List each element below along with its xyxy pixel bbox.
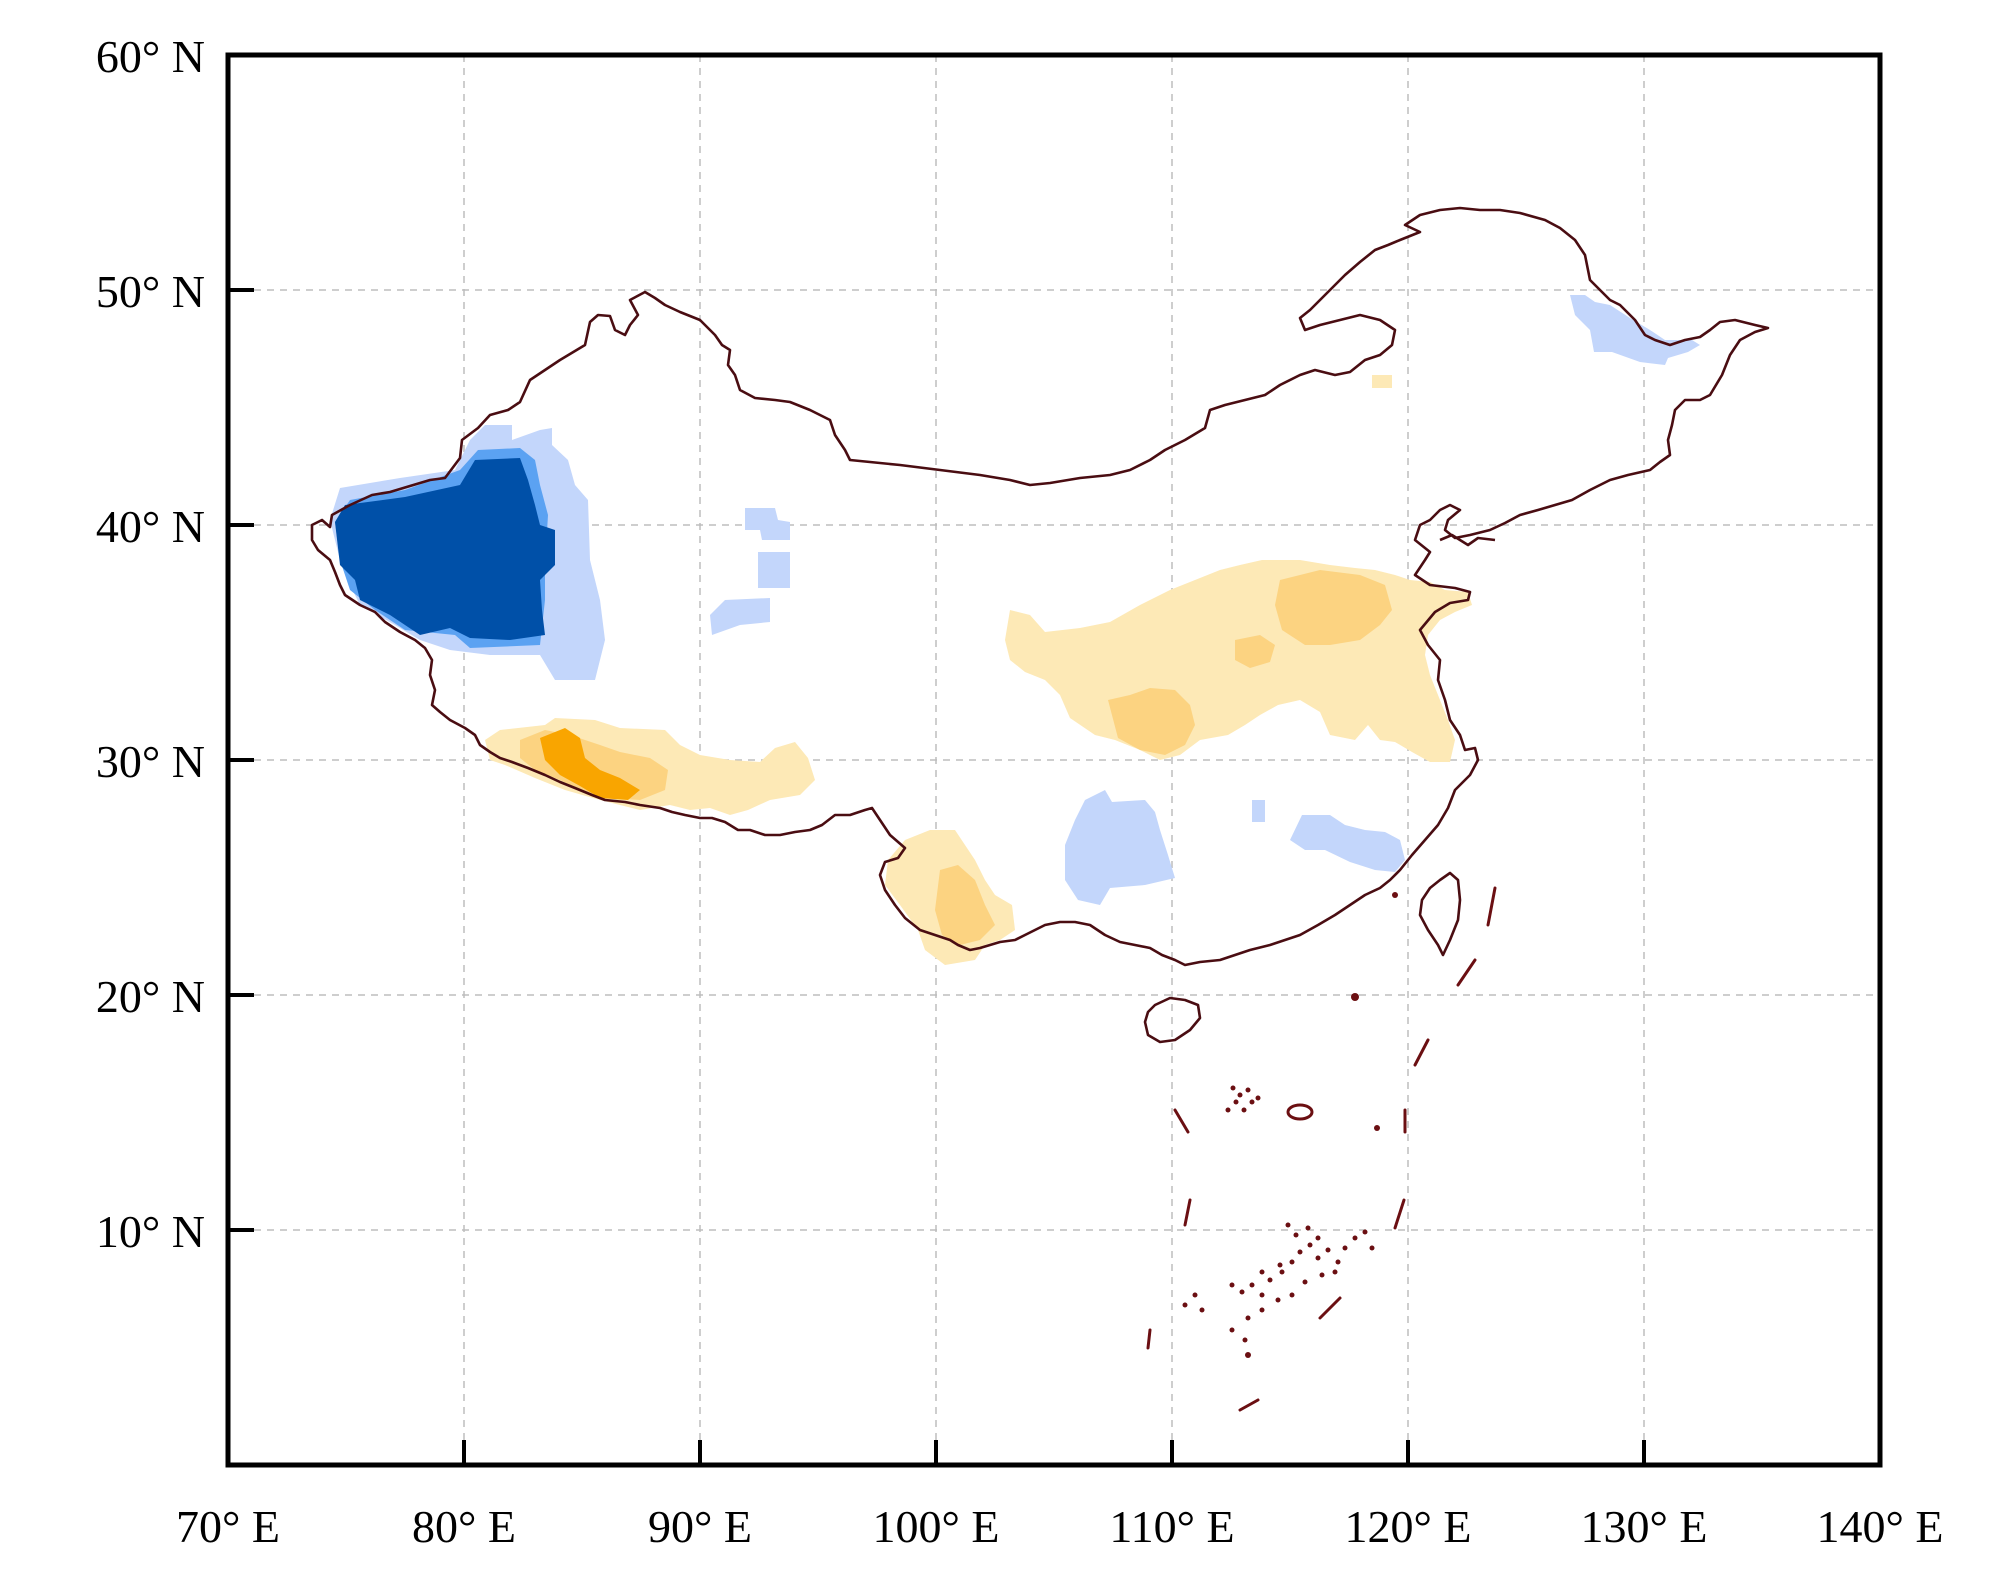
mid-orange-region-north-china-c [1235, 635, 1275, 668]
mainland-outline [310, 206, 1770, 967]
gridlines [228, 55, 1880, 1465]
dash-line-2 [1456, 958, 1477, 987]
country-border [310, 206, 1770, 1044]
dash-line-1 [1486, 886, 1497, 927]
light-blue-region-central-c [710, 598, 770, 635]
dash-line-9 [1183, 1198, 1192, 1227]
x-tick-label-100: 100° E [873, 1501, 1000, 1552]
light-blue-region-southeast [1290, 815, 1405, 872]
dash-line-8 [1146, 1328, 1152, 1350]
axis-ticks [228, 288, 1646, 1465]
dash-line-6 [1318, 1296, 1342, 1320]
x-axis-labels: 70° E 80° E 90° E 100° E 110° E 120° E 1… [176, 1501, 1944, 1552]
south-china-sea-islands [1182, 892, 1398, 1358]
light-blue-region-dot [1252, 800, 1265, 822]
light-blue-region-south [1065, 790, 1175, 905]
y-tick-label-60: 60° N [96, 31, 205, 82]
y-tick-label-40: 40° N [96, 501, 205, 552]
dash-line-7 [1238, 1398, 1260, 1412]
anomaly-shading [330, 295, 1700, 965]
x-tick-label-130: 130° E [1581, 1501, 1708, 1552]
x-tick-label-70: 70° E [176, 1501, 280, 1552]
y-axis-labels: 60° N 50° N 40° N 30° N 20° N 10° N [96, 31, 205, 1257]
x-tick-label-80: 80° E [412, 1501, 516, 1552]
light-blue-region-central-a [745, 508, 790, 540]
deep-blue-region-west [335, 458, 555, 640]
y-tick-label-30: 30° N [96, 736, 205, 787]
y-tick-label-20: 20° N [96, 971, 205, 1022]
hainan-outline [1143, 996, 1202, 1044]
deep-orange-region-tibet [540, 728, 640, 800]
light-blue-region-central-b [758, 552, 790, 588]
bohai-coast [1439, 533, 1496, 547]
mid-orange-region-north-china [1275, 570, 1392, 645]
light-orange-region-inner-mongolia [1372, 375, 1392, 388]
x-tick-label-90: 90° E [648, 1501, 752, 1552]
x-tick-label-140: 140° E [1817, 1501, 1944, 1552]
dash-line-5 [1393, 1198, 1406, 1230]
x-tick-label-110: 110° E [1109, 1501, 1234, 1552]
light-blue-region-northeast [1570, 295, 1700, 365]
mid-orange-region-yunnan [935, 865, 995, 945]
taiwan-outline [1418, 871, 1462, 957]
y-tick-label-50: 50° N [96, 266, 205, 317]
x-tick-label-120: 120° E [1345, 1501, 1472, 1552]
mid-orange-region-north-china-b [1108, 688, 1195, 755]
dash-line-3 [1413, 1038, 1430, 1067]
y-tick-label-10: 10° N [96, 1206, 205, 1257]
dash-line-10 [1173, 1108, 1190, 1134]
south-china-sea-boundary [1146, 886, 1497, 1412]
